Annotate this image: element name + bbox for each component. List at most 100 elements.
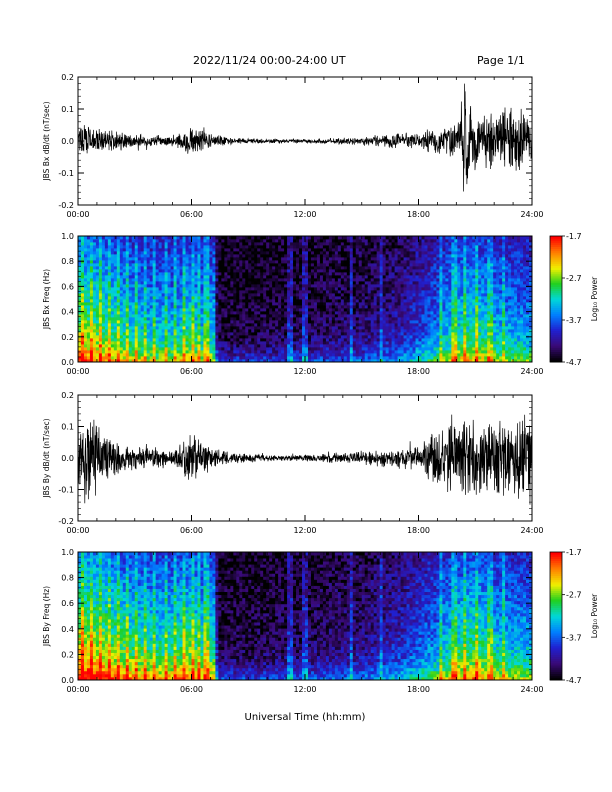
spectrogram-cell xyxy=(104,287,109,291)
spectrogram-cell xyxy=(107,239,112,243)
spectrogram-cell xyxy=(257,308,261,312)
spectrogram-cell xyxy=(310,347,315,351)
spectrogram-cell xyxy=(104,263,109,267)
spectrogram-cell xyxy=(140,260,145,264)
spectrogram-cell xyxy=(412,263,416,267)
spectrogram-cell xyxy=(394,242,398,246)
spectrogram-cell xyxy=(287,257,291,261)
spectrogram-cell xyxy=(158,341,163,345)
spectrogram-cell xyxy=(203,305,207,309)
spectrogram-cell xyxy=(254,350,258,354)
spectrogram-cell xyxy=(203,311,207,315)
spectrogram-cell xyxy=(287,251,291,255)
spectrogram-cell xyxy=(131,245,136,249)
spectrogram-cell xyxy=(343,266,348,270)
spectrogram-cell xyxy=(355,251,360,255)
spectrogram-cell xyxy=(307,305,312,309)
spectrogram-cell xyxy=(110,296,115,300)
spectrogram-cell xyxy=(179,284,183,288)
spectrogram-cell xyxy=(337,326,342,330)
spectrogram-cell xyxy=(173,311,177,315)
spectrogram-cell xyxy=(313,284,318,288)
spectrogram-cell xyxy=(307,347,312,351)
spectrogram-cell xyxy=(278,257,282,261)
spectrogram-cell xyxy=(182,260,186,264)
spectrogram-cell xyxy=(287,332,291,336)
spectrogram-cell xyxy=(128,302,133,306)
spectrogram-cell xyxy=(218,236,222,240)
spectrogram-cell xyxy=(367,263,372,267)
spectrogram-cell xyxy=(230,311,234,315)
spectrogram-cell xyxy=(349,311,354,315)
spectrogram-cell xyxy=(266,248,270,252)
spectrogram-cell xyxy=(152,314,157,318)
spectrogram-cell xyxy=(89,302,94,306)
spectrogram-cell xyxy=(343,314,348,318)
spectrogram-cell xyxy=(194,305,198,309)
spectrogram-cell xyxy=(266,305,270,309)
spectrogram-cell xyxy=(331,338,336,342)
spectrogram-cell xyxy=(379,284,384,288)
spectrogram-cell xyxy=(406,287,410,291)
spectrogram-cell xyxy=(293,341,297,345)
spectrogram-cell xyxy=(140,248,145,252)
spectrogram-cell xyxy=(415,269,419,273)
spectrogram-cell xyxy=(346,350,351,354)
spectrogram-cell xyxy=(209,242,213,246)
spectrogram-cell xyxy=(296,248,300,252)
spectrogram-cell xyxy=(98,284,103,288)
spectrogram-cell xyxy=(194,236,198,240)
spectrogram-cell xyxy=(212,242,216,246)
spectrogram-cell xyxy=(340,251,345,255)
spectrogram-cell xyxy=(98,278,103,282)
spectrogram-cell xyxy=(358,293,363,297)
spectrogram-cell xyxy=(83,293,88,297)
spectrogram-cell xyxy=(415,335,419,339)
spectrogram-cell xyxy=(266,257,270,261)
spectrogram-cell xyxy=(140,251,145,255)
spectrogram-cell xyxy=(251,293,255,297)
spectrogram-cell xyxy=(221,341,225,345)
spectrogram-cell xyxy=(179,275,183,279)
spectrogram-cell xyxy=(131,302,136,306)
spectrogram-cell xyxy=(167,299,171,303)
spectrogram-cell xyxy=(125,308,130,312)
spectrogram-cell xyxy=(346,248,351,252)
spectrogram-cell xyxy=(349,350,354,354)
spectrogram-cell xyxy=(302,344,306,348)
spectrogram-cell xyxy=(263,269,267,273)
spectrogram-cell xyxy=(376,338,381,342)
spectrogram-cell xyxy=(143,341,148,345)
spectrogram-cell xyxy=(418,254,422,258)
spectrogram-cell xyxy=(227,272,231,276)
spectrogram-cell xyxy=(107,326,112,330)
spectrogram-cell xyxy=(325,275,330,279)
spectrogram-cell xyxy=(233,239,237,243)
spectrogram-cell xyxy=(302,239,306,243)
spectrogram-cell xyxy=(400,350,404,354)
spectrogram-cell xyxy=(164,359,169,363)
spectrogram-cell xyxy=(364,284,369,288)
spectrogram-cell xyxy=(215,266,219,270)
spectrogram-cell xyxy=(245,329,249,333)
spectrogram-cell xyxy=(352,350,357,354)
spectrogram-cell xyxy=(293,326,297,330)
spectrogram-cell xyxy=(206,251,210,255)
spectrogram-cell xyxy=(203,278,207,282)
spectrogram-cell xyxy=(296,326,300,330)
spectrogram-cell xyxy=(212,245,216,249)
spectrogram-cell xyxy=(376,293,381,297)
spectrogram-cell xyxy=(370,245,375,249)
spectrogram-cell xyxy=(346,284,351,288)
spectrogram-cell xyxy=(373,245,378,249)
spectrogram-cell xyxy=(364,290,369,294)
spectrogram-cell xyxy=(343,272,348,276)
spectrogram-cell xyxy=(325,344,330,348)
spectrogram-cell xyxy=(257,338,261,342)
spectrogram-cell xyxy=(80,263,85,267)
spectrogram-cell xyxy=(367,287,372,291)
spectrogram-cell xyxy=(122,326,127,330)
spectrogram-cell xyxy=(272,281,276,285)
spectrogram-cell xyxy=(179,296,183,300)
spectrogram-cell xyxy=(379,293,384,297)
